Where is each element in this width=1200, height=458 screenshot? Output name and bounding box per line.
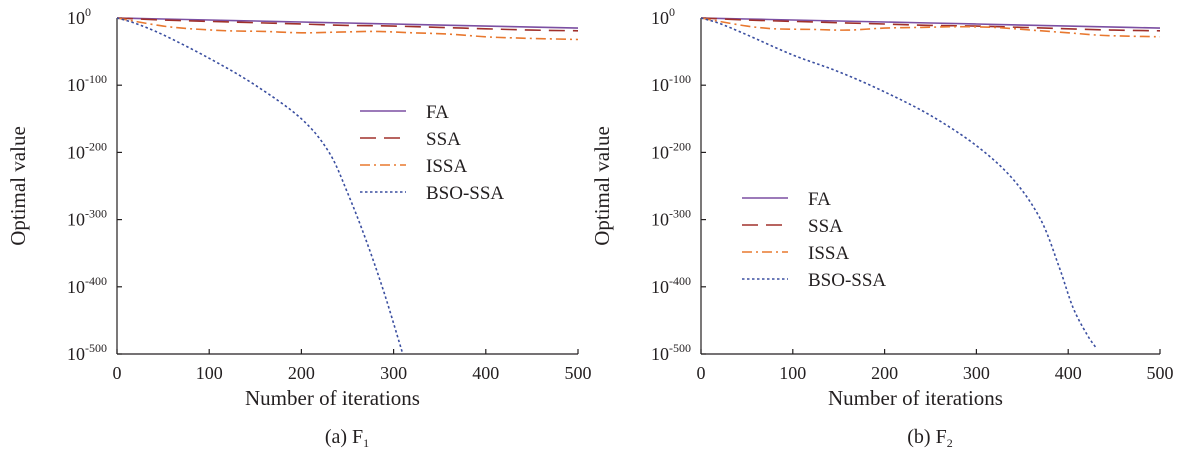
y-tick-label: 10-100 (67, 72, 107, 95)
chart-panel-2: 0 100 200 300 400 500 100 10-100 10-200 10-300 10-… (590, 5, 1174, 450)
x-tick-label: 100 (196, 363, 223, 383)
x-tick-label: 500 (1147, 363, 1174, 383)
legend-label: BSO-SSA (426, 183, 504, 204)
panel-caption: (b) F2 (907, 426, 952, 450)
y-tick-label: 10-400 (67, 274, 107, 297)
series-line-bso-ssa (116, 17, 404, 355)
legend-label: FA (426, 102, 449, 123)
y-tick-label: 100 (67, 5, 91, 28)
y-axis-label: Optimal value (590, 126, 614, 246)
y-tick-label: 10-200 (651, 139, 691, 162)
y-tick-label: 10-300 (651, 207, 691, 230)
y-tick-label: 10-100 (651, 72, 691, 95)
series-line-bso-ssa (700, 17, 1097, 348)
chart-panel-1: 0 100 200 300 400 500 100 10-100 10-200 10-300 10-… (6, 5, 592, 450)
x-tick-label: 0 (113, 363, 122, 383)
x-tick-label: 500 (565, 363, 592, 383)
series-line-fa (700, 17, 1161, 29)
legend-label: FA (808, 189, 831, 210)
y-tick-label: 10-300 (67, 207, 107, 230)
legend-label: BSO-SSA (808, 270, 886, 291)
series-line-issa (700, 17, 1161, 38)
y-tick-label: 10-500 (651, 341, 691, 364)
x-tick-label: 400 (472, 363, 499, 383)
y-tick-label: 10-500 (67, 341, 107, 364)
legend-label: SSA (426, 129, 461, 150)
x-tick-label: 0 (697, 363, 706, 383)
series-line-issa (116, 17, 579, 41)
x-tick-label: 200 (871, 363, 898, 383)
panel-caption: (a) F1 (325, 426, 369, 450)
series-line-ssa (700, 17, 1161, 32)
x-tick-label: 300 (380, 363, 407, 383)
x-tick-label: 200 (288, 363, 315, 383)
series-line-ssa (116, 17, 579, 32)
y-tick-label: 10-400 (651, 274, 691, 297)
x-tick-label: 300 (963, 363, 990, 383)
x-tick-label: 100 (779, 363, 806, 383)
x-axis-label: Number of iterations (245, 386, 420, 410)
legend-label: ISSA (808, 243, 849, 264)
y-axis-label: Optimal value (6, 126, 30, 246)
legend: FA SSA ISSA BSO-SSA (742, 189, 886, 291)
x-axis-label: Number of iterations (828, 386, 1003, 410)
series-line-fa (116, 17, 579, 29)
x-tick-label: 400 (1055, 363, 1082, 383)
legend-label: ISSA (426, 156, 467, 177)
legend: FA SSA ISSA BSO-SSA (360, 102, 504, 204)
legend-label: SSA (808, 216, 843, 237)
y-tick-label: 10-200 (67, 139, 107, 162)
y-tick-label: 100 (651, 5, 675, 28)
